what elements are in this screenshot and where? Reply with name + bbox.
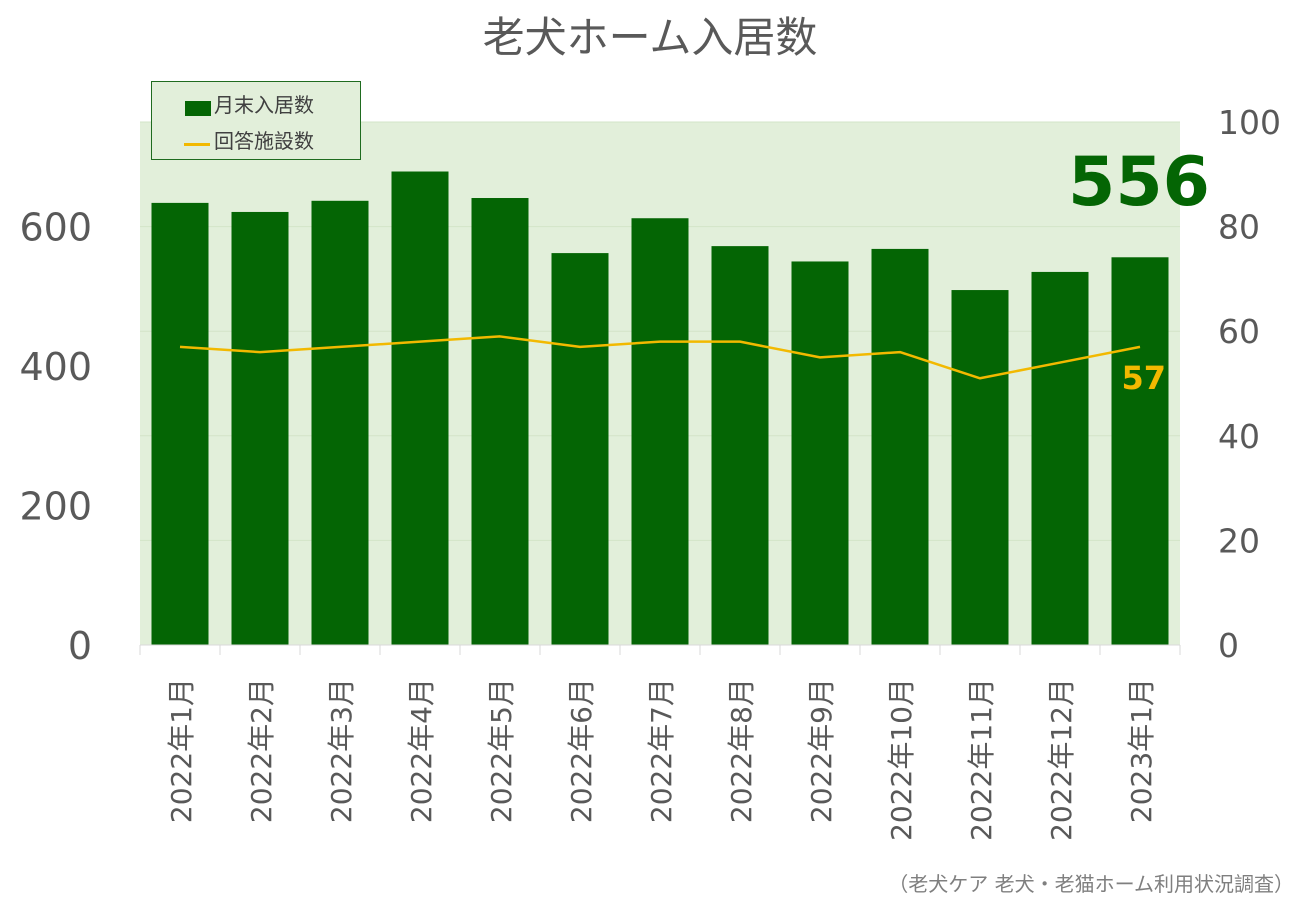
latest-line-callout: 57 xyxy=(1121,359,1166,397)
y-left-tick-label: 600 xyxy=(19,206,92,250)
y-right-tick-label: 20 xyxy=(1218,521,1260,560)
bar xyxy=(631,218,689,645)
legend-line-swatch xyxy=(184,143,210,146)
bar xyxy=(311,200,369,646)
bar xyxy=(791,261,849,645)
x-tick-label: 2022年5月 xyxy=(485,678,518,823)
y-right-tick-label: 0 xyxy=(1218,626,1239,665)
x-tick-label: 2022年10月 xyxy=(885,678,918,841)
y-right-tick-label: 100 xyxy=(1218,103,1281,142)
legend: 月末入居数 回答施設数 xyxy=(151,81,361,160)
legend-line-label: 回答施設数 xyxy=(214,129,314,153)
bar xyxy=(951,290,1009,645)
x-tick-label: 2022年2月 xyxy=(245,678,278,823)
y-left-tick-label: 400 xyxy=(19,345,92,389)
x-tick-label: 2022年4月 xyxy=(405,678,438,823)
x-tick-label: 2022年9月 xyxy=(805,678,838,823)
legend-bar-swatch xyxy=(185,101,211,116)
x-tick-label: 2022年8月 xyxy=(725,678,758,823)
x-tick-label: 2022年3月 xyxy=(325,678,358,823)
latest-bar-callout: 556 xyxy=(1068,143,1210,222)
x-tick-label: 2022年1月 xyxy=(165,678,198,823)
y-right-tick-label: 60 xyxy=(1218,312,1260,351)
x-tick-label: 2023年1月 xyxy=(1125,678,1158,823)
y-right-tick-label: 80 xyxy=(1218,208,1260,247)
bar xyxy=(1031,271,1089,645)
bar xyxy=(1111,257,1169,645)
legend-bar-label: 月末入居数 xyxy=(214,93,314,117)
bar xyxy=(471,198,529,645)
y-right-tick-label: 40 xyxy=(1218,417,1260,456)
bar xyxy=(151,202,209,645)
chart-title: 老犬ホーム入居数 xyxy=(482,13,818,62)
bar xyxy=(231,211,289,645)
y-left-tick-label: 0 xyxy=(68,624,92,668)
bar xyxy=(551,253,609,645)
x-tick-label: 2022年7月 xyxy=(645,678,678,823)
bar xyxy=(711,246,769,645)
line-series xyxy=(179,335,1141,380)
bar xyxy=(391,171,449,645)
y-left-tick-label: 200 xyxy=(19,485,92,529)
x-tick-label: 2022年6月 xyxy=(565,678,598,823)
bar xyxy=(871,248,929,645)
x-tick-label: 2022年11月 xyxy=(965,678,998,841)
x-tick-label: 2022年12月 xyxy=(1045,678,1078,841)
source-note: （老犬ケア 老犬・老猫ホーム利用状況調査） xyxy=(888,872,1294,896)
